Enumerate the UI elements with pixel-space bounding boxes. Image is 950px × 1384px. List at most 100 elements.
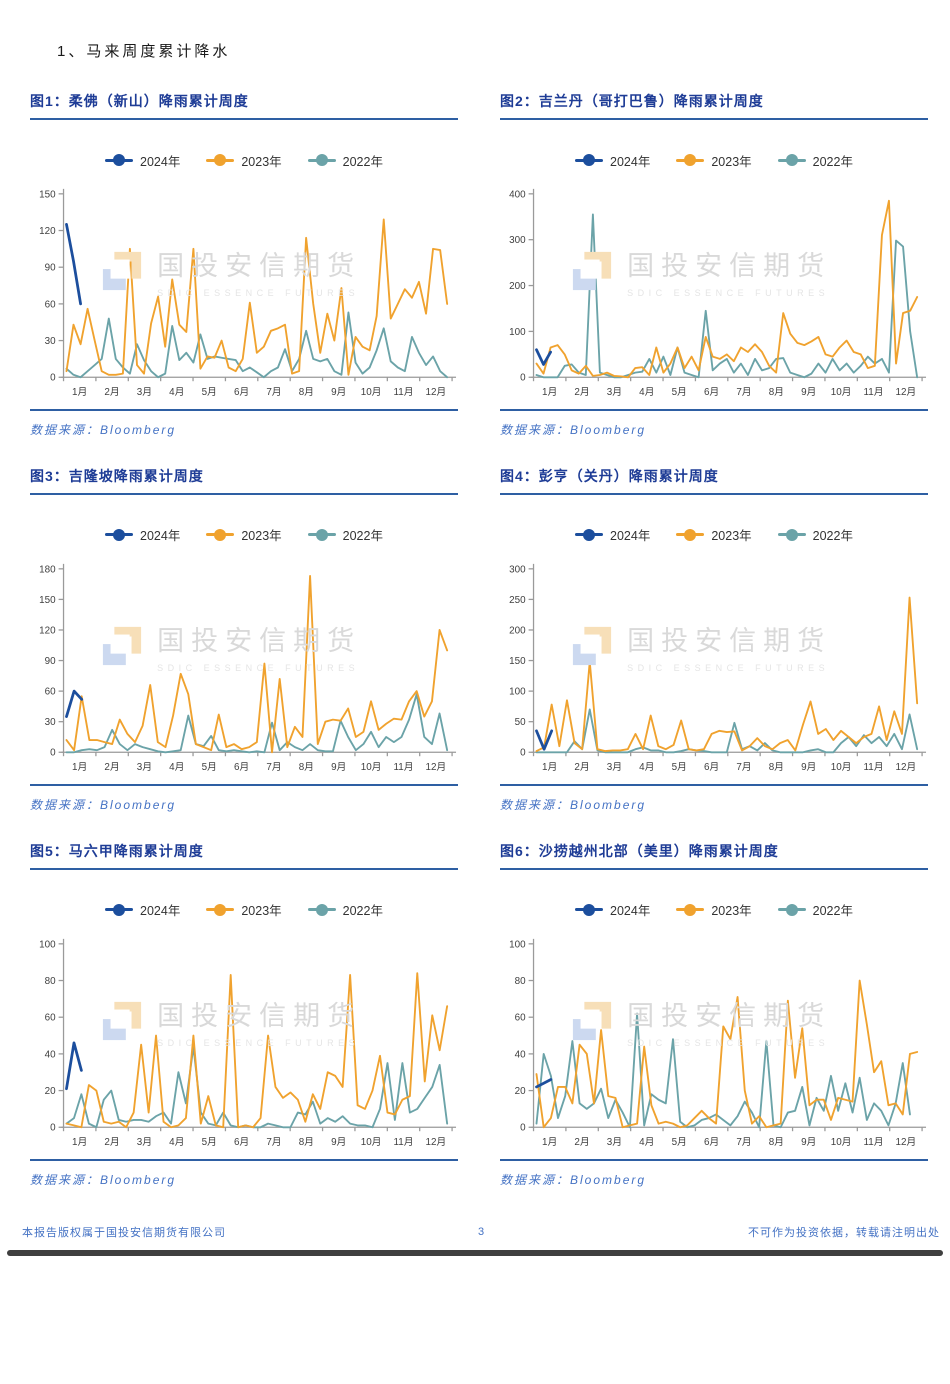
legend-label-2022: 2022年 xyxy=(812,529,853,544)
chart-1-area: 国投安信期货 SDIC ESSENCE FUTURES 0 30 60 90 120 150… xyxy=(30,182,458,405)
legend-marker-2023 xyxy=(206,903,235,916)
legend-marker-2022 xyxy=(777,528,806,541)
svg-text:11月: 11月 xyxy=(393,761,413,773)
legend-label-2024: 2024年 xyxy=(610,154,651,169)
chart-2-title: 图2：吉兰丹（哥打巴鲁）降雨累计周度 xyxy=(500,91,928,120)
svg-text:60: 60 xyxy=(515,1012,526,1023)
svg-text:11月: 11月 xyxy=(393,386,413,398)
charts-grid: 图1：柔佛（新山）降雨累计周度 2024年 2023年 2022年 国投安信期货… xyxy=(0,91,950,1216)
chart-1-divider xyxy=(30,408,458,411)
legend-item-2024: 2024年 xyxy=(575,525,650,544)
svg-text:10月: 10月 xyxy=(361,386,382,398)
svg-text:2月: 2月 xyxy=(574,1136,589,1148)
chart-2-area: 国投安信期货 SDIC ESSENCE FUTURES 0 100 200 300 400… xyxy=(500,182,928,405)
svg-text:3月: 3月 xyxy=(137,761,152,773)
svg-text:1月: 1月 xyxy=(72,761,87,773)
svg-text:7月: 7月 xyxy=(736,761,751,773)
svg-text:120: 120 xyxy=(39,625,56,636)
legend-label-2024: 2024年 xyxy=(610,529,651,544)
svg-text:120: 120 xyxy=(39,226,56,237)
chart-1-source: 数据来源：Bloomberg xyxy=(30,422,177,437)
legend-label-2022: 2022年 xyxy=(812,154,853,169)
legend-item-2024: 2024年 xyxy=(105,151,180,170)
chart-2-source: 数据来源：Bloomberg xyxy=(500,422,647,437)
svg-text:10月: 10月 xyxy=(831,761,852,773)
svg-text:2月: 2月 xyxy=(104,761,119,773)
legend-item-2022: 2022年 xyxy=(777,151,853,170)
legend-label-2024: 2024年 xyxy=(140,529,181,544)
chart-5-legend: 2024年 2023年 2022年 xyxy=(30,900,458,920)
svg-text:8月: 8月 xyxy=(299,761,314,773)
svg-text:100: 100 xyxy=(509,686,526,697)
svg-text:100: 100 xyxy=(39,939,56,950)
svg-text:11月: 11月 xyxy=(863,1136,883,1148)
legend-item-2023: 2023年 xyxy=(206,900,282,919)
svg-text:2月: 2月 xyxy=(574,386,589,398)
chart-3-plot: 0 30 60 90 120 150 180 1月 2月 3月 4月 5月 6月 7月 8月 9月 10月 11月… xyxy=(39,563,457,773)
legend-label-2022: 2022年 xyxy=(342,529,383,544)
chart-3-source: 数据来源：Bloomberg xyxy=(30,797,177,812)
svg-text:0: 0 xyxy=(50,1122,56,1133)
legend-marker-2023 xyxy=(206,154,235,166)
legend-marker-2024 xyxy=(105,528,134,541)
svg-text:0: 0 xyxy=(520,748,526,759)
chart-3-title: 图3：吉隆坡降雨累计周度 xyxy=(30,466,458,495)
svg-text:20: 20 xyxy=(515,1086,526,1097)
svg-text:400: 400 xyxy=(509,189,526,200)
svg-text:90: 90 xyxy=(45,656,56,667)
svg-text:6月: 6月 xyxy=(234,386,249,398)
svg-text:30: 30 xyxy=(45,336,56,347)
legend-item-2024: 2024年 xyxy=(575,151,650,170)
svg-text:4月: 4月 xyxy=(169,761,184,773)
svg-text:9月: 9月 xyxy=(331,1136,346,1148)
chart-block-3: 图3：吉隆坡降雨累计周度 2024年 2023年 2022年 国投安信期货 SDI… xyxy=(30,466,458,813)
svg-text:6月: 6月 xyxy=(704,761,719,773)
legend-label-2024: 2024年 xyxy=(140,154,181,169)
page-bottom-bar xyxy=(7,1249,943,1256)
svg-text:60: 60 xyxy=(45,1012,56,1023)
svg-text:12月: 12月 xyxy=(895,386,916,398)
svg-text:6月: 6月 xyxy=(704,386,719,398)
svg-text:3月: 3月 xyxy=(607,386,622,398)
chart-2-plot: 0 100 200 300 400 1月 2月 3月 4月 5月 6月 7月 8月 9月 10月 11月 12月 xyxy=(509,188,927,398)
svg-text:2月: 2月 xyxy=(104,1136,119,1148)
page-section-title: 1、马来周度累计降水 xyxy=(57,43,231,60)
legend-marker-2022 xyxy=(777,154,806,166)
svg-text:4月: 4月 xyxy=(169,1136,184,1148)
page-footer: 本报告版权属于国投安信期货有限公司 3 不可作为投资依据，转载请注明出处 xyxy=(0,1218,950,1240)
chart-4-legend: 2024年 2023年 2022年 xyxy=(500,525,928,545)
legend-item-2022: 2022年 xyxy=(777,900,853,919)
svg-text:150: 150 xyxy=(39,189,56,200)
chart-2-divider xyxy=(500,408,928,411)
svg-text:3月: 3月 xyxy=(137,1136,152,1148)
svg-text:40: 40 xyxy=(515,1049,526,1060)
svg-text:5月: 5月 xyxy=(672,386,687,398)
legend-label-2022: 2022年 xyxy=(342,154,383,169)
chart-4-title: 图4：彭亨（关丹）降雨累计周度 xyxy=(500,466,928,495)
chart-2-legend: 2024年 2023年 2022年 xyxy=(500,150,928,170)
svg-text:150: 150 xyxy=(509,656,526,667)
svg-text:7月: 7月 xyxy=(266,386,281,398)
svg-text:80: 80 xyxy=(515,976,526,987)
chart-block-1: 图1：柔佛（新山）降雨累计周度 2024年 2023年 2022年 国投安信期货… xyxy=(30,91,458,438)
svg-text:2月: 2月 xyxy=(574,761,589,773)
svg-text:250: 250 xyxy=(509,595,526,606)
svg-text:8月: 8月 xyxy=(769,1136,784,1148)
svg-text:4月: 4月 xyxy=(169,386,184,398)
svg-text:100: 100 xyxy=(509,327,526,338)
svg-text:12月: 12月 xyxy=(895,761,916,773)
svg-text:8月: 8月 xyxy=(769,386,784,398)
svg-text:10月: 10月 xyxy=(361,761,382,773)
svg-text:8月: 8月 xyxy=(769,761,784,773)
chart-5-divider xyxy=(30,1158,458,1161)
svg-text:7月: 7月 xyxy=(736,386,751,398)
legend-marker-2023 xyxy=(676,528,705,541)
svg-text:0: 0 xyxy=(520,373,526,384)
svg-text:10月: 10月 xyxy=(361,1136,382,1148)
legend-label-2023: 2023年 xyxy=(711,904,752,919)
legend-marker-2022 xyxy=(777,903,806,916)
svg-text:5月: 5月 xyxy=(202,386,217,398)
chart-4-plot: 0 50 100 150 200 250 300 1月 2月 3月 4月 5月 6月 7月 8月 9月 10月 1… xyxy=(509,563,927,773)
footer-copyright: 本报告版权属于国投安信期货有限公司 xyxy=(22,1226,226,1239)
svg-text:8月: 8月 xyxy=(299,386,314,398)
